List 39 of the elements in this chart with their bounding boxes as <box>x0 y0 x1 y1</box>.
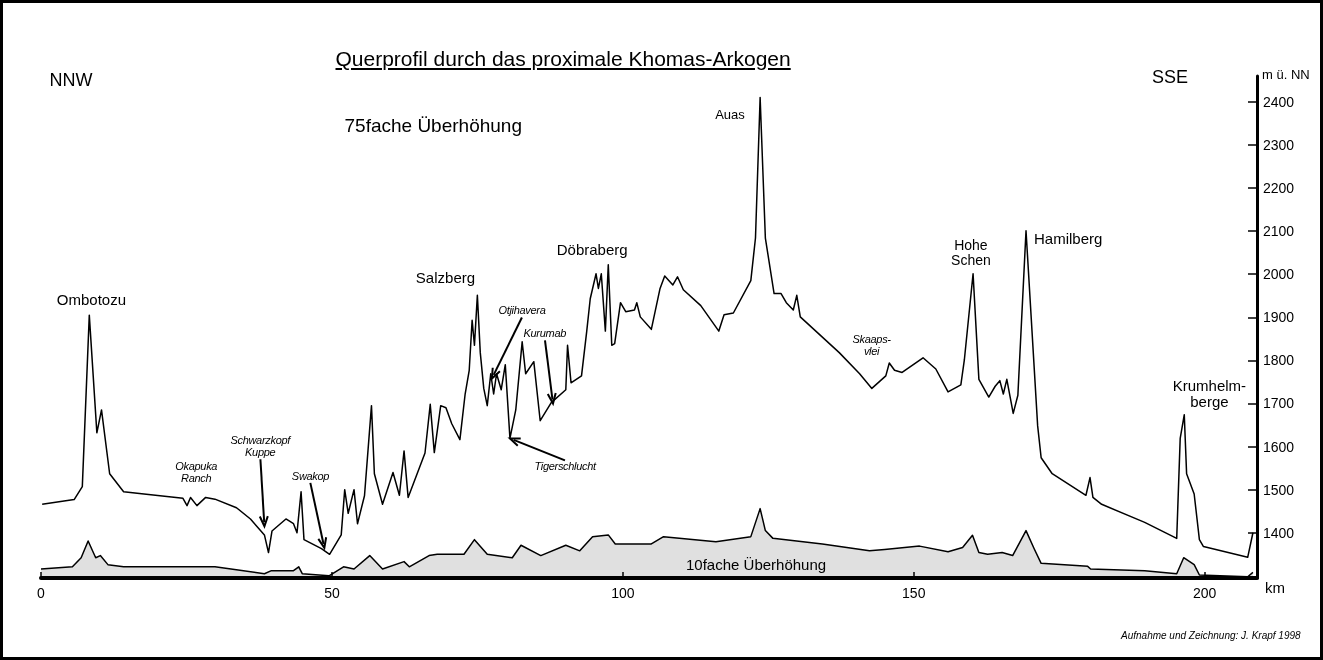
y-tick-label: 1600 <box>1263 438 1295 455</box>
annotation: NNW <box>49 70 93 91</box>
chart-title: Querprofil durch das proximale Khomas-Arkogen <box>335 46 791 70</box>
annotation: Schwarzkopf Kuppe <box>230 434 291 459</box>
line-series <box>41 96 1254 559</box>
y-tick-label: 2400 <box>1263 93 1295 110</box>
y-tick-label: 2000 <box>1263 266 1295 283</box>
x-tick-label: 50 <box>324 585 340 601</box>
x-axis-title: km <box>1265 578 1285 596</box>
y-tick-label: 1800 <box>1263 352 1295 369</box>
x-tick-label: 150 <box>902 585 926 601</box>
annotation: SSE <box>1152 67 1189 88</box>
x-tick-label: 0 <box>37 585 46 601</box>
y-tick-label: 2200 <box>1263 180 1295 197</box>
annotation: Ombotozu <box>56 291 126 309</box>
x-tick-label: 100 <box>611 585 635 601</box>
y-tick-label: 2300 <box>1263 136 1295 153</box>
annotation: 10fache Überhöhung <box>686 555 827 573</box>
annotation: Otjihavera <box>498 304 546 317</box>
annotation: Hohe Schen <box>951 236 991 269</box>
y-tick-label: 2100 <box>1263 223 1295 240</box>
y-tick-label: 1500 <box>1263 481 1295 498</box>
y-tick-label: 1900 <box>1263 309 1295 326</box>
x-tick-label: 200 <box>1192 585 1217 601</box>
annotation: Tigerschlucht <box>534 460 596 473</box>
y-tick-label: 1700 <box>1263 395 1295 412</box>
annotation: Salzberg <box>415 269 476 287</box>
annotation: Skaaps- vlei <box>852 332 891 358</box>
annotation: Hamilberg <box>1034 230 1103 248</box>
annotation: Swakop <box>291 469 330 482</box>
annotation: Krumhelm- berge <box>1172 376 1247 411</box>
text: 75fache Überhöhung <box>344 114 522 137</box>
text: Aufnahme und Zeichnung: J. Krapf 1998 <box>1121 629 1301 641</box>
annotation: Auas <box>715 106 745 122</box>
annotation: Okapuka Ranch <box>175 459 218 484</box>
y-tick-label: 1400 <box>1263 524 1295 541</box>
y-axis-title: m ü. NN <box>1262 67 1310 83</box>
annotation: Kurumab <box>523 327 567 340</box>
annotation: Döbraberg <box>556 240 628 259</box>
